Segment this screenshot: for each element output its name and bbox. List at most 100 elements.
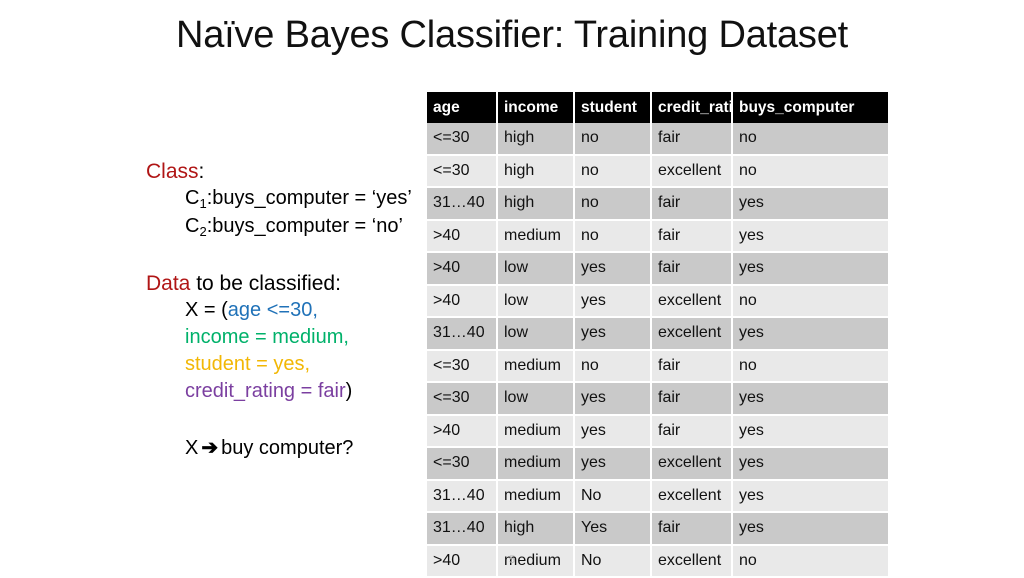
cell-credit-rating: excellent [652, 448, 733, 481]
column-header-student: student [575, 92, 652, 123]
training-dataset-table: age income student credit_rating buys_co… [427, 92, 888, 578]
cell-age: <=30 [427, 383, 498, 416]
cell-age: 31…40 [427, 513, 498, 546]
cell-income: low [498, 318, 575, 351]
attribute-credit-rating-trailing: ) [346, 380, 353, 402]
cell-credit-rating: fair [652, 188, 733, 221]
cell-student: no [575, 123, 652, 156]
right-arrow-icon: ➔ [198, 437, 221, 459]
cell-credit-rating: fair [652, 513, 733, 546]
cell-credit-rating: fair [652, 123, 733, 156]
cell-buys-computer: yes [733, 383, 888, 416]
attribute-age-text: age <=30 [228, 299, 313, 321]
data-block-heading: Data to be classified: [146, 270, 436, 297]
cell-buys-computer: yes [733, 253, 888, 286]
cell-buys-computer: yes [733, 416, 888, 449]
cell-student: no [575, 351, 652, 384]
question-subject: X [185, 437, 198, 459]
final-question: X➔buy computer? [185, 435, 436, 462]
question-spacer [146, 405, 436, 435]
left-text-panel: Class: C1:buys_computer = ‘yes’ C2:buys_… [146, 158, 436, 462]
cell-age: <=30 [427, 123, 498, 156]
cell-income: medium [498, 416, 575, 449]
cell-income: high [498, 188, 575, 221]
cell-student: yes [575, 448, 652, 481]
data-attribute-credit-rating: credit_rating = fair) [185, 378, 436, 405]
class-item-c1-prefix: C [185, 187, 199, 209]
cell-age: 31…40 [427, 318, 498, 351]
page-number: 5 [0, 554, 1024, 566]
cell-credit-rating: fair [652, 351, 733, 384]
cell-age: 31…40 [427, 188, 498, 221]
cell-buys-computer: yes [733, 481, 888, 514]
cell-income: medium [498, 221, 575, 254]
class-item-c2-subscript: 2 [199, 224, 206, 239]
class-colon: : [199, 160, 205, 183]
cell-income: low [498, 383, 575, 416]
cell-age: >40 [427, 286, 498, 319]
cell-credit-rating: fair [652, 383, 733, 416]
attribute-age-trailing: , [312, 299, 318, 321]
data-attribute-student: student = yes, [185, 351, 436, 378]
cell-age: 31…40 [427, 481, 498, 514]
data-heading-rest: to be classified: [190, 272, 341, 295]
cell-income: medium [498, 448, 575, 481]
cell-income: low [498, 253, 575, 286]
attribute-student-trailing: , [305, 353, 311, 375]
cell-age: >40 [427, 221, 498, 254]
cell-student: no [575, 188, 652, 221]
cell-age: >40 [427, 416, 498, 449]
cell-credit-rating: excellent [652, 156, 733, 189]
cell-income: high [498, 513, 575, 546]
cell-buys-computer: no [733, 123, 888, 156]
table-header-row: age income student credit_rating buys_co… [427, 92, 888, 123]
cell-student: yes [575, 286, 652, 319]
cell-student: Yes [575, 513, 652, 546]
data-attribute-income: income = medium, [185, 324, 436, 351]
cell-student: no [575, 221, 652, 254]
cell-student: yes [575, 318, 652, 351]
cell-student: yes [575, 383, 652, 416]
page-title: Naïve Bayes Classifier: Training Dataset [0, 14, 1024, 57]
cell-buys-computer: yes [733, 221, 888, 254]
cell-credit-rating: fair [652, 221, 733, 254]
cell-student: yes [575, 416, 652, 449]
cell-age: <=30 [427, 351, 498, 384]
class-item-c2-text: :buys_computer = ‘no’ [207, 215, 403, 237]
column-header-buys-computer: buys_computer [733, 92, 888, 123]
cell-buys-computer: yes [733, 448, 888, 481]
cell-age: <=30 [427, 448, 498, 481]
class-item-c1-subscript: 1 [199, 196, 206, 211]
column-header-income: income [498, 92, 575, 123]
class-item-c1-text: :buys_computer = ‘yes’ [207, 187, 412, 209]
x-equals-prefix: X = ( [185, 299, 228, 321]
cell-buys-computer: no [733, 286, 888, 319]
cell-buys-computer: no [733, 351, 888, 384]
cell-income: low [498, 286, 575, 319]
cell-age: >40 [427, 253, 498, 286]
data-label: Data [146, 272, 190, 295]
cell-credit-rating: fair [652, 253, 733, 286]
cell-age: <=30 [427, 156, 498, 189]
cell-buys-computer: no [733, 156, 888, 189]
cell-student: no [575, 156, 652, 189]
cell-income: high [498, 123, 575, 156]
block-spacer [146, 241, 436, 270]
cell-credit-rating: excellent [652, 318, 733, 351]
cell-student: yes [575, 253, 652, 286]
class-block-heading: Class: [146, 158, 436, 185]
class-item-c1: C1:buys_computer = ‘yes’ [185, 185, 436, 213]
cell-income: medium [498, 351, 575, 384]
